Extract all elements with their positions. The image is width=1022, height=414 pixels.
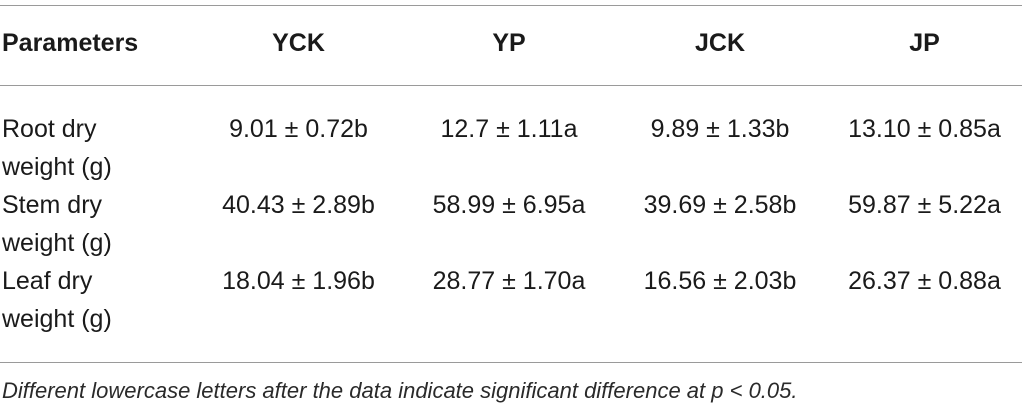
cell-stem-yp: 58.99 ± 6.95a bbox=[432, 191, 586, 219]
table-bottom-rule bbox=[0, 362, 1022, 363]
header-jp: JP bbox=[909, 28, 940, 57]
row-parameter-label: Root dry weight (g) bbox=[2, 115, 112, 181]
cell-leaf-yck: 18.04 ± 1.96b bbox=[222, 267, 375, 295]
header-yck: YCK bbox=[272, 28, 325, 57]
cell-stem-yck: 40.43 ± 2.89b bbox=[222, 191, 375, 219]
data-table: Parameters YCK YP JCK JP Root dry weight… bbox=[0, 0, 1022, 338]
table-header-row: Parameters YCK YP JCK JP bbox=[0, 0, 1022, 86]
row-parameter-label: Leaf dry weight (g) bbox=[2, 267, 112, 333]
table-header-rule bbox=[0, 85, 1022, 86]
header-jck: JCK bbox=[694, 28, 745, 57]
cell-stem-jp: 59.87 ± 5.22a bbox=[848, 191, 1001, 219]
header-yp: YP bbox=[492, 28, 526, 57]
cell-root-yck: 9.01 ± 0.72b bbox=[229, 115, 368, 143]
cell-leaf-jp: 26.37 ± 0.88a bbox=[848, 267, 1001, 295]
table-footnote: Different lowercase letters after the da… bbox=[2, 378, 798, 403]
header-parameters: Parameters bbox=[2, 28, 139, 57]
row-parameter-leaf: Leaf dry weight (g) bbox=[0, 262, 192, 338]
cell-root-jp: 13.10 ± 0.85a bbox=[848, 115, 1001, 143]
table-row: Leaf dry weight (g) 18.04 ± 1.96b 28.77 … bbox=[0, 262, 1022, 338]
row-parameter-label: Stem dry weight (g) bbox=[2, 191, 112, 257]
row-parameter-root: Root dry weight (g) bbox=[0, 86, 192, 186]
table-row: Stem dry weight (g) 40.43 ± 2.89b 58.99 … bbox=[0, 186, 1022, 262]
cell-leaf-yp: 28.77 ± 1.70a bbox=[432, 267, 586, 295]
table-row: Root dry weight (g) 9.01 ± 0.72b 12.7 ± … bbox=[0, 86, 1022, 186]
cell-stem-jck: 39.69 ± 2.58b bbox=[643, 191, 797, 219]
cell-root-jck: 9.89 ± 1.33b bbox=[650, 115, 790, 143]
row-parameter-stem: Stem dry weight (g) bbox=[0, 186, 192, 262]
cell-root-yp: 12.7 ± 1.11a bbox=[440, 115, 578, 143]
table-top-rule bbox=[0, 5, 1022, 6]
cell-leaf-jck: 16.56 ± 2.03b bbox=[643, 267, 797, 295]
